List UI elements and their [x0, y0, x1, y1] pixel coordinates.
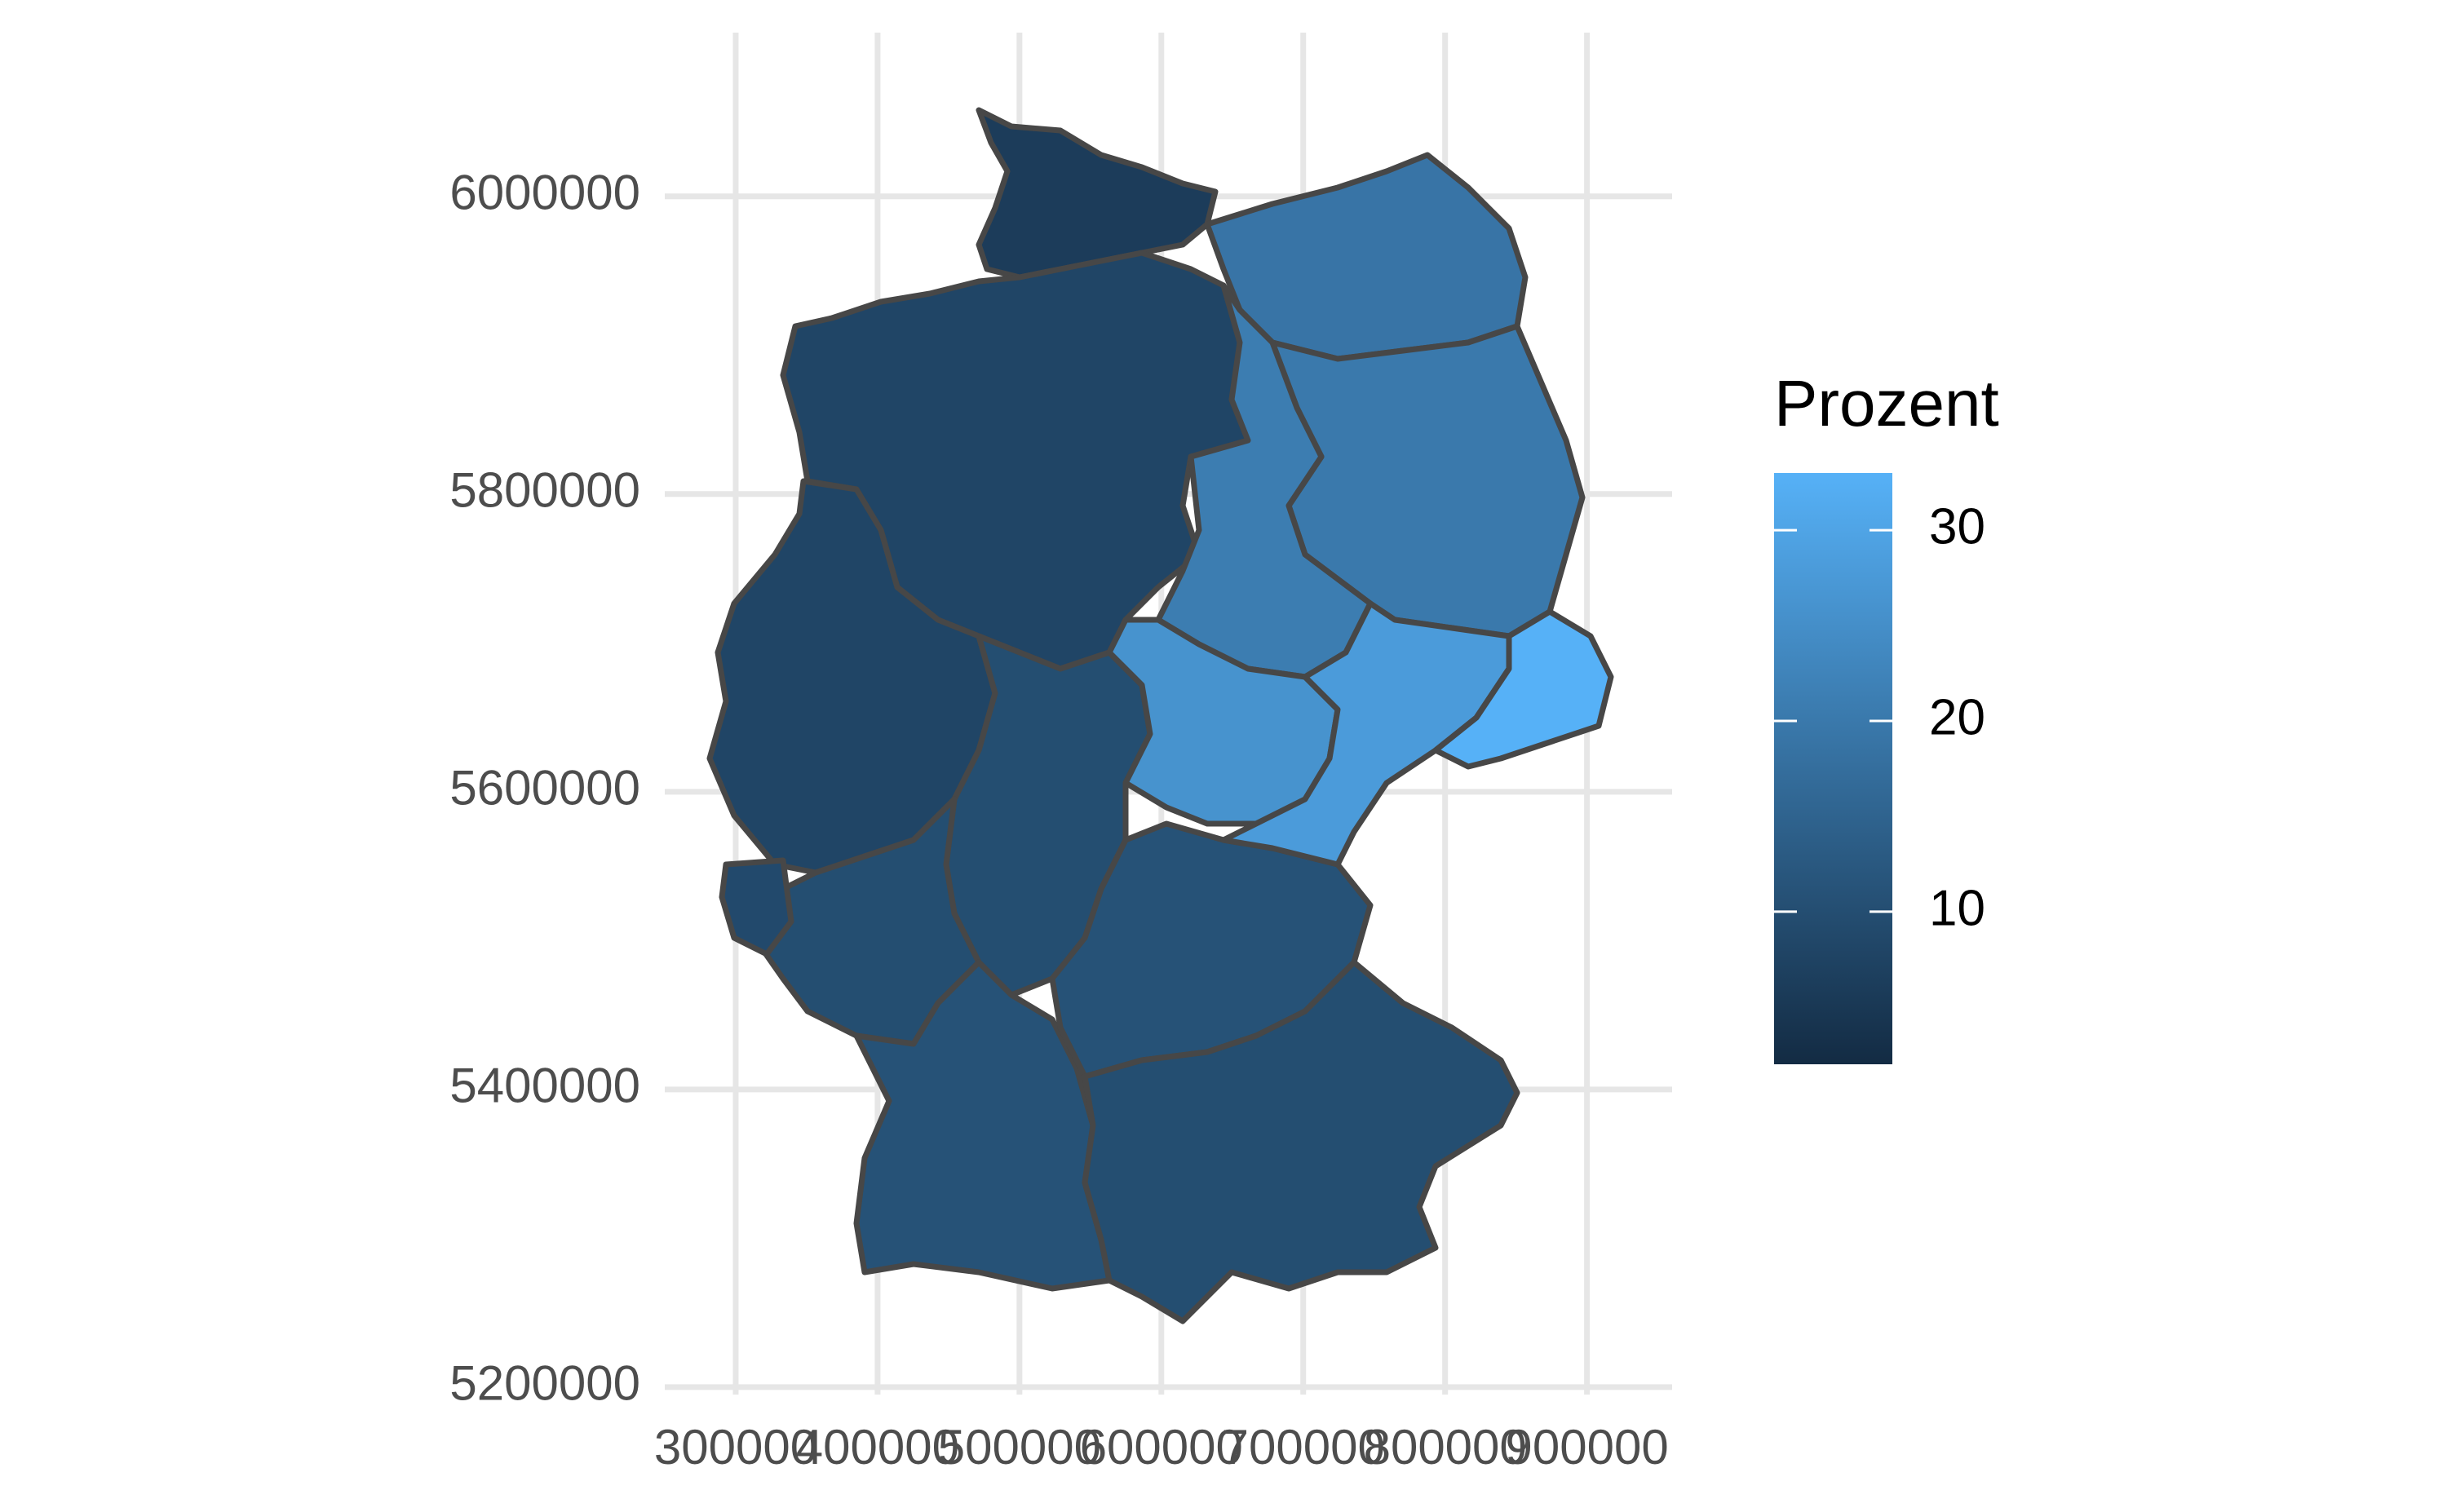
- x-tick-label-600000: 600000: [1080, 1420, 1243, 1474]
- x-tick-label-800000: 800000: [1364, 1420, 1527, 1474]
- y-tick-label-5400000: 5400000: [449, 1059, 640, 1113]
- y-tick-label-5800000: 5800000: [449, 463, 640, 518]
- x-tick-label-900000: 900000: [1506, 1420, 1669, 1474]
- y-tick-label-6000000: 6000000: [449, 166, 640, 220]
- x-tick-label-500000: 500000: [938, 1420, 1101, 1474]
- legend-label-30: 30: [1929, 499, 1985, 555]
- legend-title: Prozent: [1774, 367, 1999, 440]
- region-saarland: [719, 857, 794, 957]
- legend-colorbar: [1774, 473, 1892, 1064]
- y-tick-label-5200000: 5200000: [449, 1356, 640, 1411]
- x-tick-label-300000: 300000: [654, 1420, 817, 1474]
- legend-label-10: 10: [1929, 880, 1985, 936]
- region-bayern-sued: [1082, 959, 1520, 1324]
- legend-label-20: 20: [1929, 689, 1985, 745]
- y-tick-label-5600000: 5600000: [449, 761, 640, 816]
- x-axis-tick-labels: 3000004000005000006000007000008000009000…: [654, 1420, 1669, 1474]
- x-tick-label-700000: 700000: [1222, 1420, 1385, 1474]
- region-schleswig-holstein: [976, 107, 1219, 281]
- region-sachsen: [1220, 600, 1512, 868]
- germany-map: [706, 107, 1614, 1324]
- region-sachsen-ost: [1432, 608, 1614, 770]
- x-tick-label-400000: 400000: [796, 1420, 959, 1474]
- y-axis-tick-labels: 5200000 5400000 5600000 5800000 6000000: [449, 166, 640, 1411]
- legend-ticks: 10 20 30: [1774, 499, 1985, 936]
- legend: Prozent 10 20 30: [1774, 367, 1999, 1064]
